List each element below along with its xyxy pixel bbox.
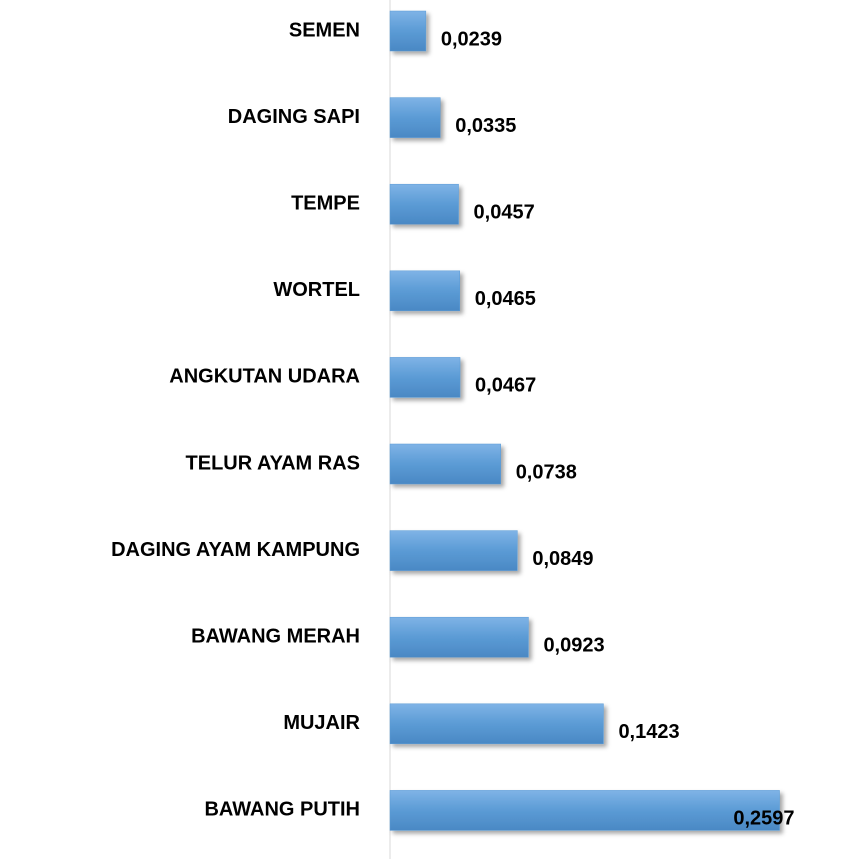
bar bbox=[389, 97, 441, 138]
category-label: BAWANG PUTIH bbox=[204, 799, 360, 821]
category-label: WORTEL bbox=[273, 279, 360, 301]
category-label: BAWANG MERAH bbox=[191, 625, 360, 647]
bar bbox=[389, 790, 780, 831]
bar bbox=[389, 443, 501, 485]
data-label: 0,2597 bbox=[733, 808, 794, 830]
bar bbox=[389, 530, 518, 571]
bar bbox=[389, 10, 427, 52]
bar bbox=[389, 703, 604, 745]
data-label: 0,0923 bbox=[543, 634, 604, 656]
data-label: 0,0457 bbox=[474, 201, 535, 223]
data-label: 0,0738 bbox=[516, 461, 577, 483]
category-label: TEMPE bbox=[291, 192, 360, 214]
category-label: TELUR AYAM RAS bbox=[186, 452, 360, 474]
data-label: 0,0467 bbox=[475, 375, 536, 397]
data-label: 0,0849 bbox=[532, 548, 593, 570]
bar bbox=[389, 616, 529, 658]
data-label: 0,0465 bbox=[475, 288, 536, 310]
category-label: SEMEN bbox=[289, 19, 360, 41]
data-label: 0,0239 bbox=[441, 28, 502, 50]
category-label: MUJAIR bbox=[283, 712, 360, 734]
bar bbox=[389, 270, 460, 312]
bar bbox=[389, 183, 459, 225]
category-label: DAGING AYAM KAMPUNG bbox=[111, 539, 360, 561]
category-label: ANGKUTAN UDARA bbox=[169, 366, 360, 388]
category-label: DAGING SAPI bbox=[228, 106, 360, 128]
data-label: 0,0335 bbox=[455, 115, 516, 137]
data-label: 0,1423 bbox=[618, 721, 679, 743]
bar bbox=[389, 357, 461, 398]
